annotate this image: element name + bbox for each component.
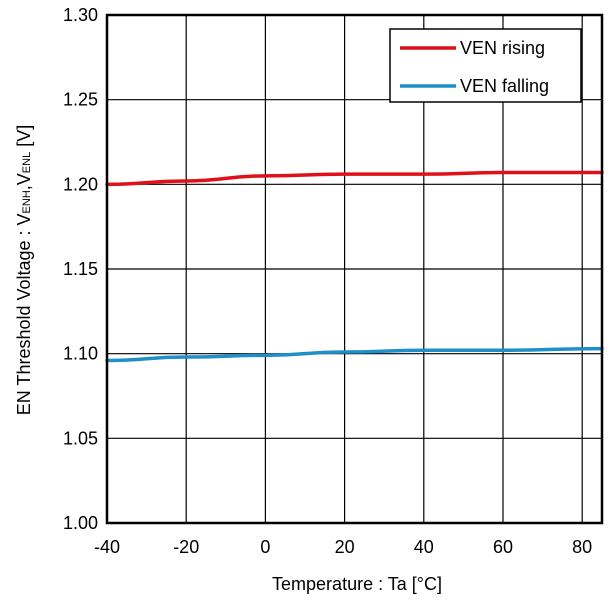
series-line-ven-rising [105, 170, 604, 187]
y-tick-label: 1.30 [63, 5, 98, 25]
x-tick-label: 60 [493, 537, 513, 557]
y-tick-label: 1.10 [63, 344, 98, 364]
legend-label-falling: VEN falling [460, 76, 549, 96]
x-tick-label: 20 [335, 537, 355, 557]
y-tick-label: 1.00 [63, 513, 98, 533]
series-layer [105, 170, 604, 363]
x-tick-label: 0 [260, 537, 270, 557]
y-tick-label: 1.05 [63, 428, 98, 448]
y-axis-label: EN Threshold Voltage : VENH,VENL [V] [14, 125, 34, 415]
y-tick-labels: 1.00 1.05 1.10 1.15 1.20 1.25 1.30 [63, 5, 98, 533]
x-axis-label: Temperature : Ta [°C] [272, 574, 442, 594]
y-tick-label: 1.25 [63, 90, 98, 110]
x-tick-labels: -40 -20 0 20 40 60 80 [94, 537, 592, 557]
series-line-ven-falling [105, 346, 604, 363]
x-tick-label: -20 [173, 537, 199, 557]
y-tick-label: 1.15 [63, 259, 98, 279]
legend-box [389, 28, 582, 103]
y-axis-label-main: EN Threshold Voltage : V [14, 213, 34, 415]
y-axis-label-sub-enh: ENH [21, 190, 33, 213]
x-tick-label: -40 [94, 537, 120, 557]
plot-frame [105, 13, 604, 525]
x-tick-label: 80 [572, 537, 592, 557]
y-axis-label-sub-enl: ENL [21, 152, 33, 173]
legend-label-rising: VEN rising [460, 38, 545, 58]
y-axis-label-sep: ,V [14, 173, 34, 190]
y-axis-label-unit: [V] [14, 125, 34, 152]
x-tick-label: 40 [414, 537, 434, 557]
y-tick-label: 1.20 [63, 174, 98, 194]
legend: VEN rising VEN falling [389, 28, 582, 103]
